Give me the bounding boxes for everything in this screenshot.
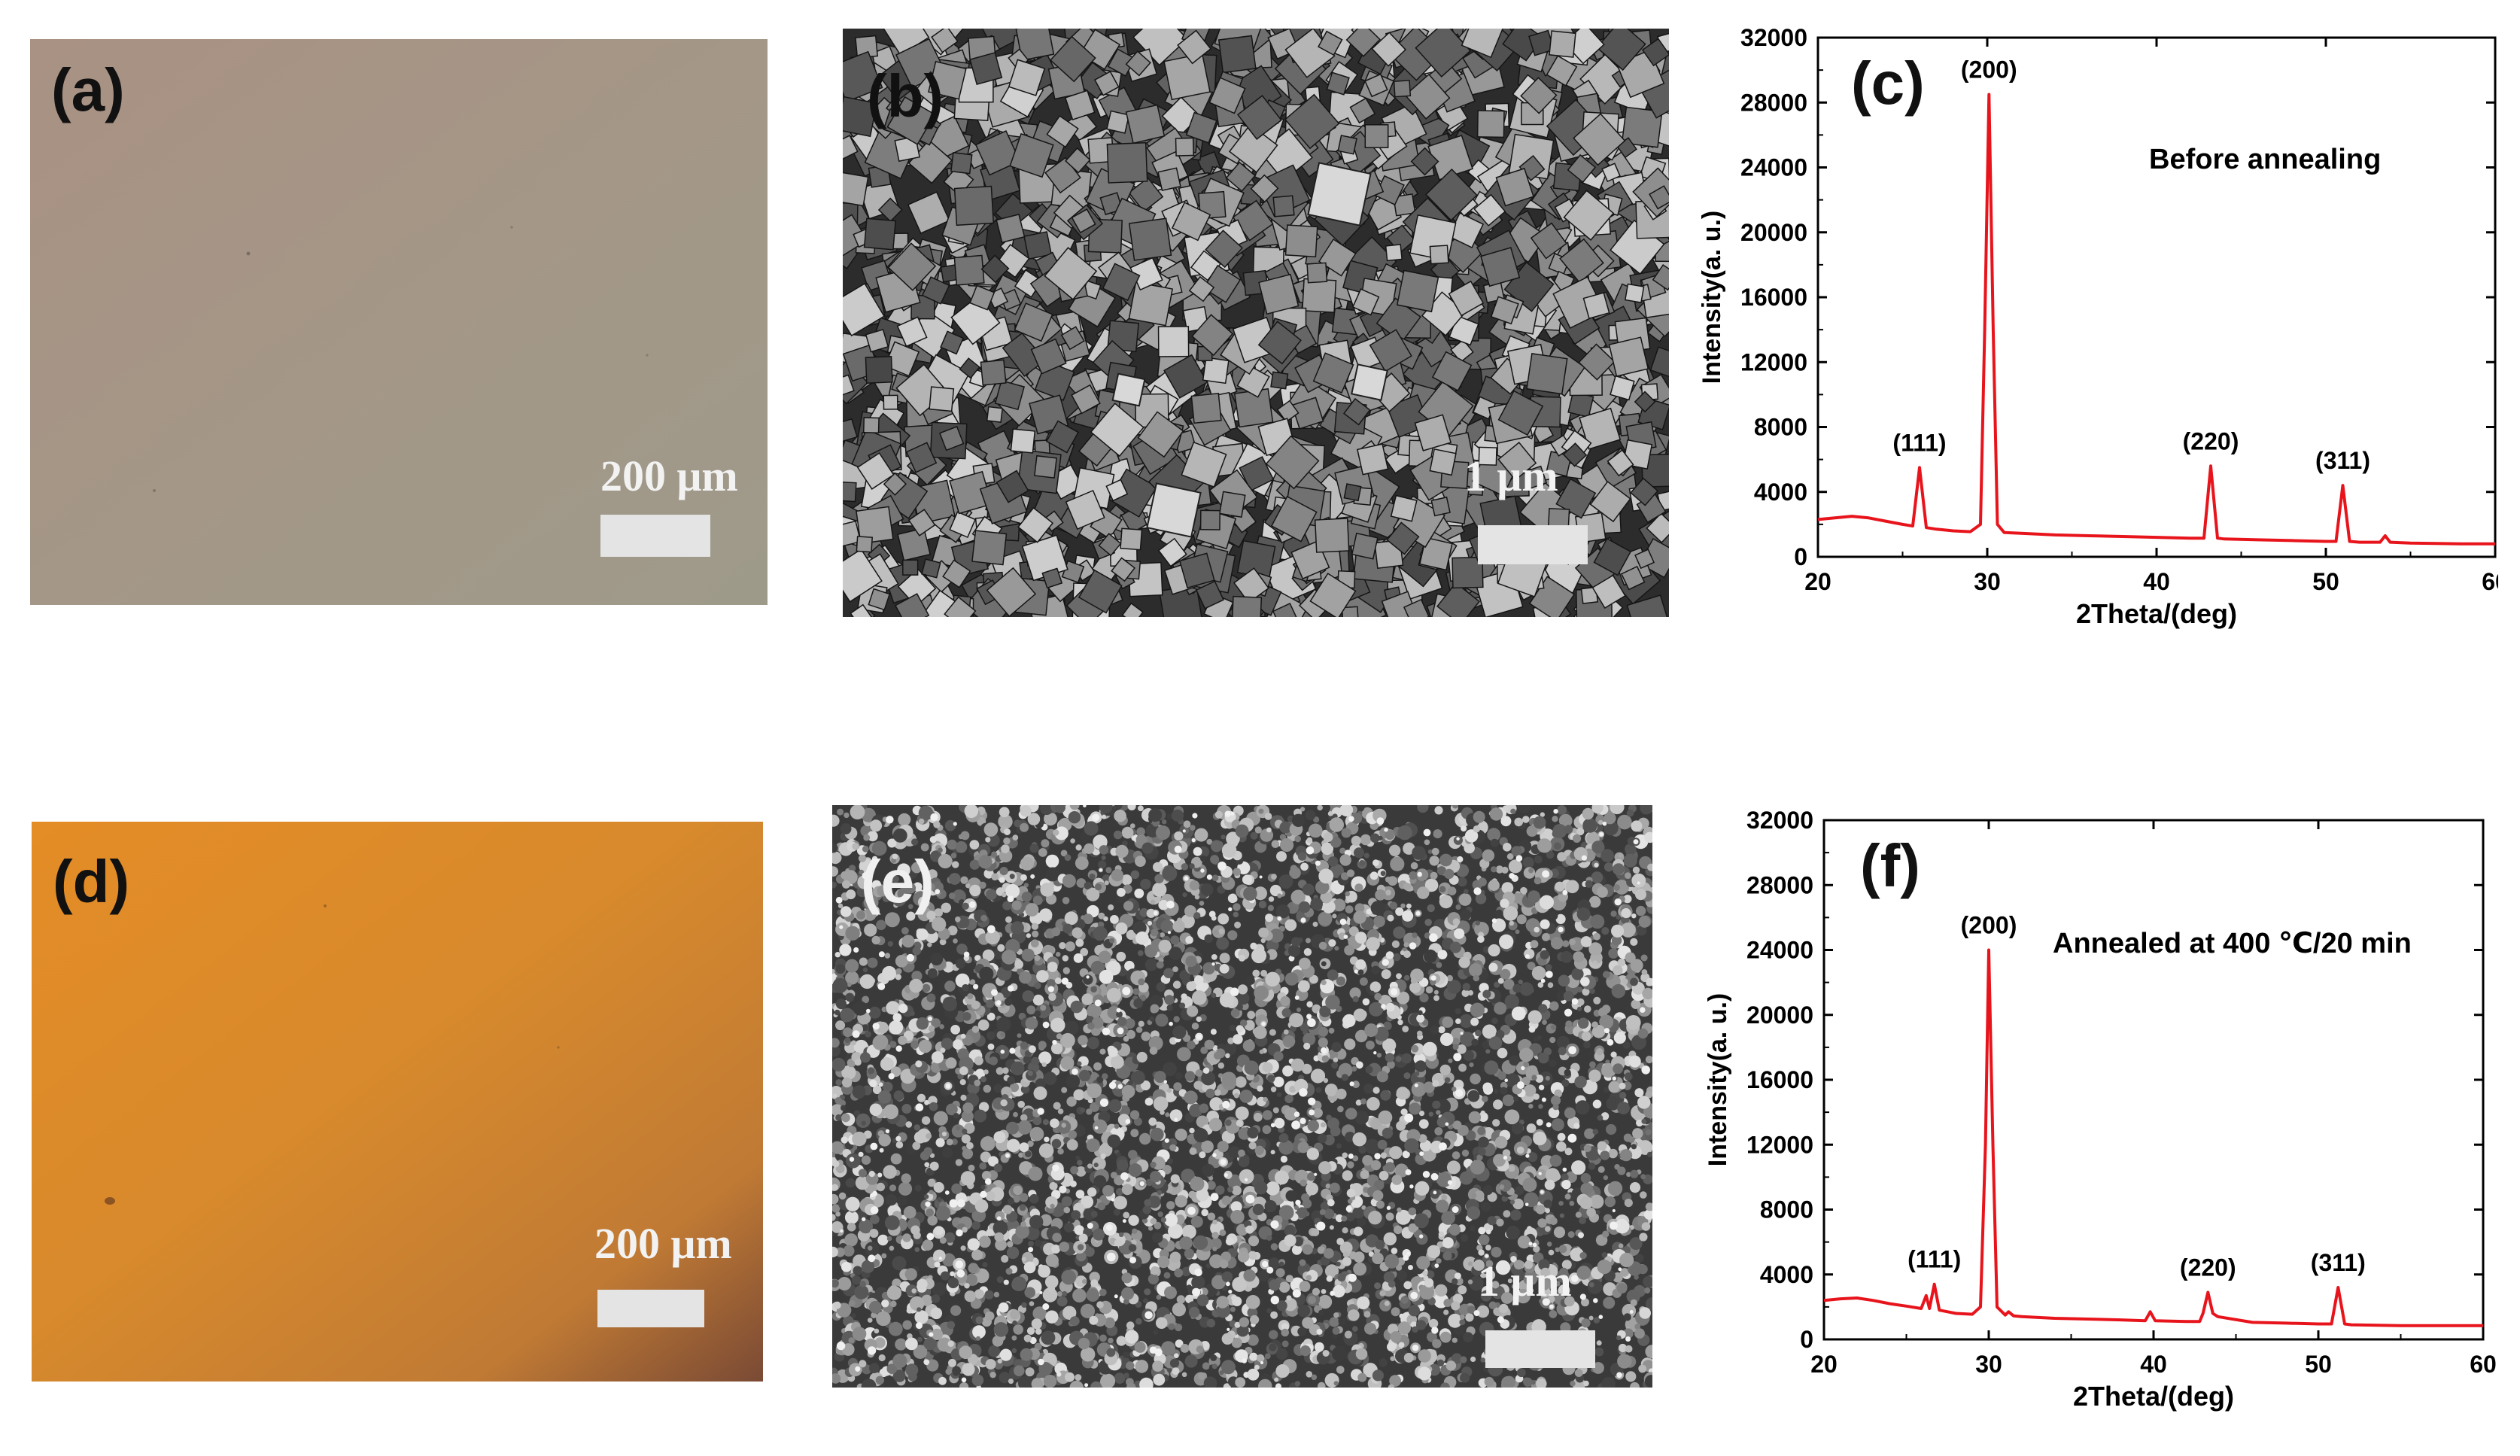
y-tick-label: 12000 [1746, 1131, 1813, 1158]
scale-bar-b [1478, 525, 1588, 564]
peak-label: (200) [1961, 912, 2017, 939]
peak-label: (200) [1961, 56, 2017, 83]
x-tick-label: 30 [1974, 568, 2001, 595]
peak-label: (220) [2183, 427, 2239, 454]
xrd-chart-c: 0 4000 8000 12000 16000 20000 24000 28000 32000 2… [1698, 24, 2498, 629]
y-axis-label: Intensity(a. u.) [1698, 211, 1726, 384]
optical-image-d [32, 822, 763, 1382]
panel-label-c: (c) [1851, 50, 1925, 117]
y-tick-label: 24000 [1740, 154, 1807, 181]
panel-b-sem-image: (b) 1 μm [843, 29, 1669, 617]
x-tick-label: 50 [2305, 1351, 2332, 1378]
y-tick-label: 20000 [1740, 219, 1807, 246]
y-tick-label: 32000 [1746, 807, 1813, 834]
y-tick-label: 28000 [1740, 89, 1807, 116]
peak-label: (111) [1907, 1246, 1961, 1273]
scale-bar-a [600, 515, 710, 557]
peak-label: (311) [2315, 447, 2370, 474]
peak-label: (111) [1892, 429, 1946, 456]
x-tick-label: 60 [2482, 568, 2498, 595]
y-tick-label: 4000 [1754, 479, 1807, 506]
y-tick-label: 16000 [1746, 1066, 1813, 1093]
scale-bar-d [597, 1290, 704, 1327]
y-tick-label: 28000 [1746, 871, 1813, 898]
y-tick-label: 0 [1794, 543, 1807, 570]
y-tick-label: 8000 [1754, 414, 1807, 441]
x-tick-label: 50 [2312, 568, 2339, 595]
y-tick-label: 0 [1800, 1326, 1813, 1353]
xrd-chart-f: 0 4000 8000 12000 16000 20000 24000 28000 32000 2… [1704, 807, 2497, 1412]
x-axis-label: 2Theta/(deg) [2073, 1381, 2234, 1412]
peak-label: (311) [2311, 1249, 2366, 1276]
panel-f-xrd-chart: 0 4000 8000 12000 16000 20000 24000 28000 32000 2… [1686, 798, 2498, 1445]
panel-label-e: (e) [861, 848, 935, 915]
panel-label-a: (a) [51, 56, 125, 123]
panel-label-f: (f) [1860, 832, 1920, 899]
x-tick-label: 20 [1810, 1351, 1838, 1378]
y-tick-label: 8000 [1760, 1196, 1813, 1223]
scale-bar-label-a: 200 μm [600, 451, 738, 500]
scale-bar-label-b: 1 μm [1464, 451, 1558, 500]
optical-image-a [30, 39, 768, 605]
x-tick-label: 60 [2470, 1351, 2497, 1378]
x-tick-label: 20 [1804, 568, 1831, 595]
x-tick-label: 40 [2140, 1351, 2167, 1378]
y-tick-label: 32000 [1740, 24, 1807, 51]
panel-label-d: (d) [53, 848, 130, 915]
scale-bar-label-e: 1 μm [1478, 1257, 1572, 1306]
chart-annotation-f: Annealed at 400 ℃/20 min [2053, 928, 2412, 959]
y-tick-label: 4000 [1760, 1261, 1813, 1288]
x-axis-label: 2Theta/(deg) [2076, 598, 2237, 629]
xrd-series-line [1823, 948, 2483, 1327]
scale-bar-label-d: 200 μm [594, 1219, 732, 1268]
x-tick-label: 30 [1975, 1351, 2002, 1378]
sem-image-b [843, 29, 1669, 617]
y-tick-label: 12000 [1740, 348, 1807, 375]
y-axis-label: Intensity(a. u.) [1704, 993, 1732, 1166]
scale-bar-e [1485, 1330, 1595, 1368]
panel-e-sem-image: (e) 1 μm [832, 805, 1652, 1388]
x-tick-label: 40 [2143, 568, 2170, 595]
y-tick-label: 16000 [1740, 284, 1807, 311]
chart-annotation-c: Before annealing [2149, 144, 2381, 175]
y-tick-label: 20000 [1746, 1002, 1813, 1029]
panel-a-optical-image: (a) 200 μm [30, 39, 768, 605]
peak-label: (220) [2180, 1254, 2236, 1281]
panel-d-optical-image: (d) 200 μm [32, 822, 763, 1382]
panel-c-xrd-chart: 0 4000 8000 12000 16000 20000 24000 28000 32000 2… [1686, 15, 2498, 655]
sem-image-e [832, 805, 1652, 1388]
xrd-series-line [1817, 93, 2495, 546]
y-tick-label: 24000 [1746, 937, 1813, 964]
panel-label-b: (b) [867, 62, 944, 129]
